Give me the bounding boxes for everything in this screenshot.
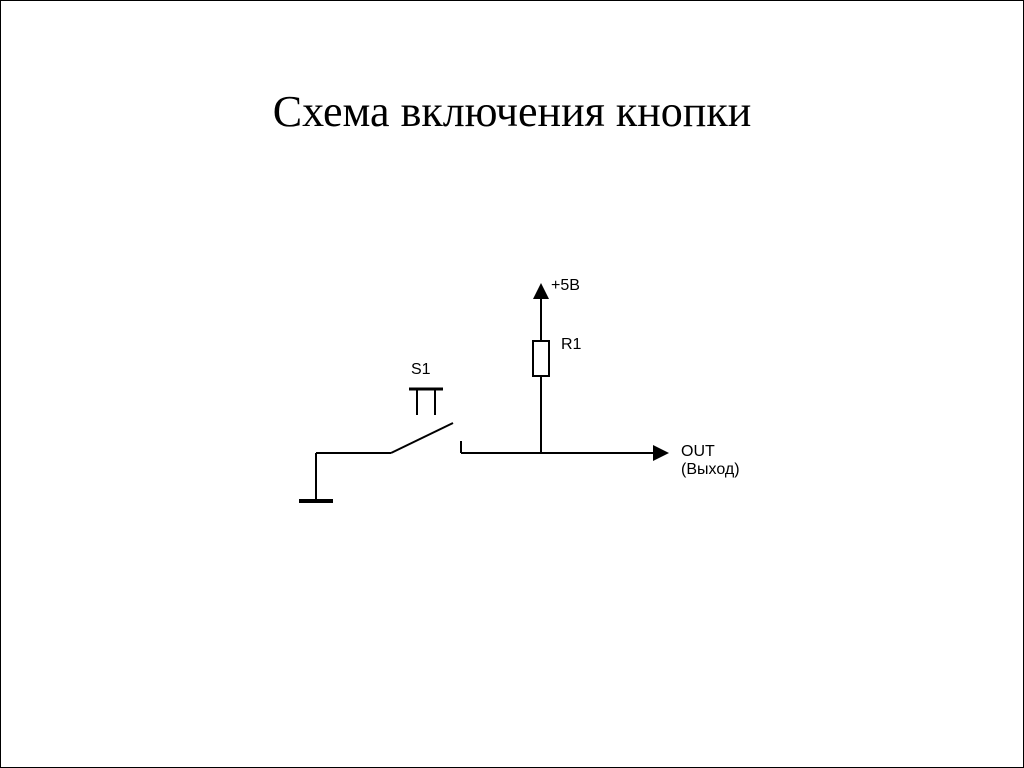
page-title: Схема включения кнопки (1, 86, 1023, 137)
output-label: OUT (Выход) (681, 443, 761, 479)
resistor-r1 (533, 341, 549, 376)
arrow-up-icon (533, 283, 549, 299)
circuit-diagram: +5В R1 S1 OUT (Выход) (261, 281, 761, 561)
ground-symbol (299, 453, 333, 501)
switch-s1 (391, 389, 461, 453)
resistor-label: R1 (561, 336, 581, 354)
voltage-label: +5В (551, 277, 580, 295)
switch-label: S1 (411, 361, 431, 379)
arrow-right-icon (653, 445, 669, 461)
